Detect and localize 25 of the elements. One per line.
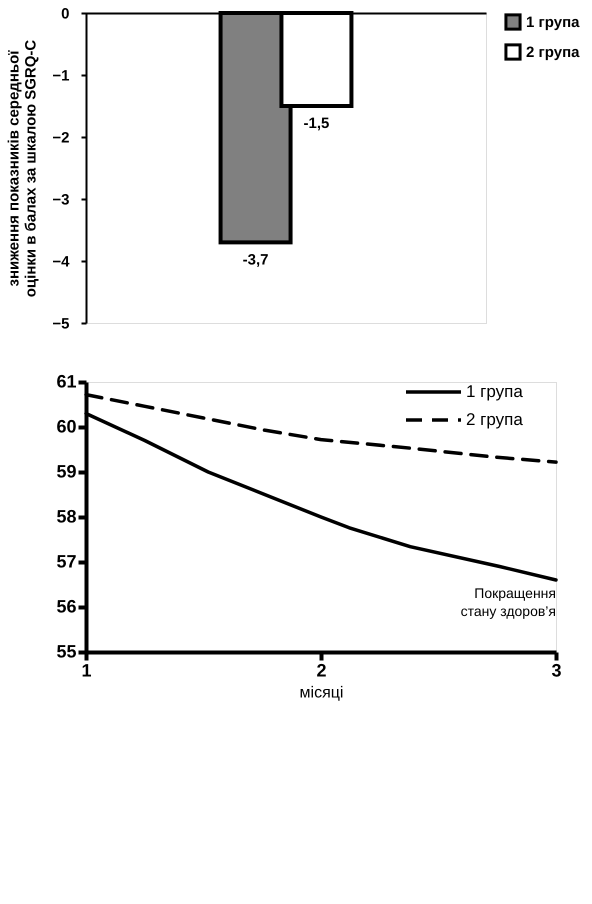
- y-tick-label: 59: [56, 462, 76, 482]
- x-tick-label: 3: [551, 660, 562, 680]
- x-axis-title: місяці: [300, 684, 344, 702]
- y-tick-label: −3: [52, 192, 70, 208]
- y-tick-label: 57: [56, 552, 76, 572]
- y-tick-label: 55: [56, 642, 76, 662]
- y-tick-label: 61: [56, 372, 76, 392]
- y-axis-title: зниження показників середньої оцінки в балах за шкалою SGRQ-C: [5, 40, 40, 298]
- legend-label: 1 група: [526, 14, 580, 31]
- y-tick-label: −2: [52, 130, 70, 146]
- x-tick-label: 1: [81, 660, 92, 680]
- legend-label: 2 група: [466, 410, 524, 429]
- data-label: -1,5: [304, 115, 330, 132]
- legend-label: 2 група: [526, 44, 580, 61]
- y-tick-label: 58: [56, 506, 76, 526]
- y-tick-label: −5: [52, 316, 70, 332]
- annotation: Покращення стану здоров’я: [460, 585, 556, 619]
- y-tick-label: −1: [52, 68, 70, 84]
- legend-label: 1 група: [466, 382, 524, 401]
- data-label: -3,7: [242, 251, 268, 268]
- y-tick-label: 0: [61, 6, 70, 22]
- x-tick-label: 2: [316, 660, 327, 680]
- y-tick-label: 56: [56, 596, 76, 616]
- y-tick-label: −4: [52, 254, 70, 270]
- y-tick-label: 60: [56, 416, 76, 436]
